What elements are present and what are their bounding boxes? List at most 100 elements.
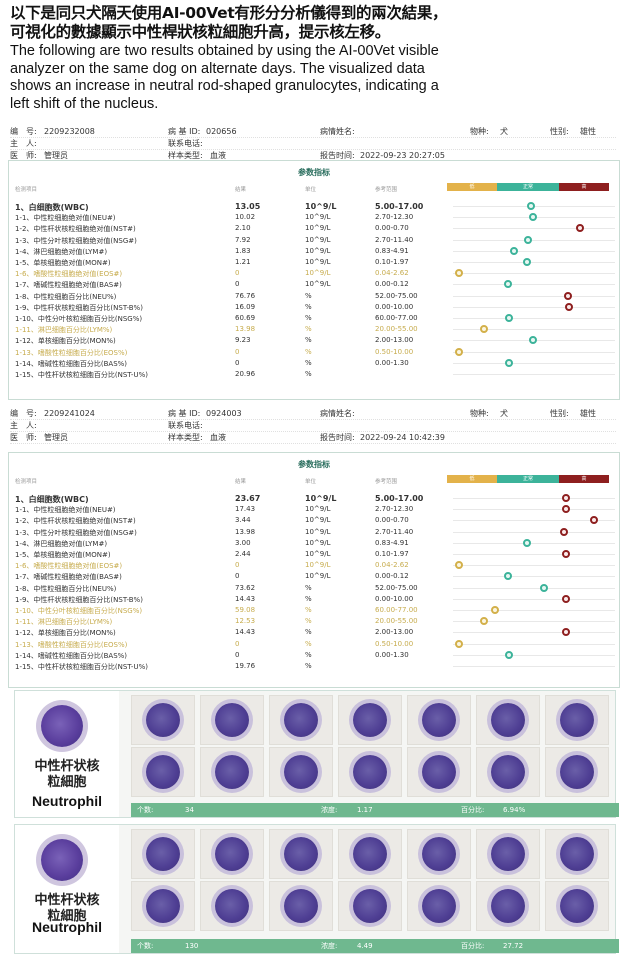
sample-label: 样本类型: — [168, 433, 203, 442]
count-label: 个数: — [137, 806, 154, 814]
row-result: 16.09 — [235, 302, 256, 311]
cell-image[interactable] — [407, 829, 471, 879]
cell-image[interactable] — [338, 881, 402, 931]
row-name: 1-12、单核细胞百分比(MON%) — [15, 629, 116, 638]
case-name-label: 病情姓名: — [320, 127, 355, 136]
table-row: 1-7、嗜碱性粒细胞绝对值(BAS#) 0 10^9/L 0.00-0.12 — [15, 571, 615, 582]
panel-title: 参数指标 — [298, 460, 330, 469]
cell-label-zh-2: 粒細胞 — [47, 909, 87, 924]
row-marker-high — [563, 291, 572, 300]
cell-image[interactable] — [200, 695, 264, 745]
cell-nucleus — [353, 889, 387, 923]
row-name: 1-6、嗜酸性粒细胞绝对值(EOS#) — [15, 270, 123, 279]
panel-title: 参数指标 — [298, 168, 330, 177]
cell-image[interactable] — [338, 747, 402, 797]
case-name-label: 病情姓名: — [320, 409, 355, 418]
count-label: 个数: — [137, 942, 154, 950]
cell-image[interactable] — [131, 829, 195, 879]
row-marker-low — [479, 325, 488, 334]
row-ref: 2.00-13.00 — [375, 628, 414, 637]
row-marker-normal — [522, 538, 531, 547]
sex: 雄性 — [580, 409, 596, 418]
row-result: 13.05 — [235, 202, 261, 211]
table-row: 1、白细胞数(WBC) 23.67 10^9/L 5.00-17.00 — [15, 493, 615, 504]
cell-image[interactable] — [269, 747, 333, 797]
row-marker-normal — [522, 258, 531, 266]
cell-stats-bar: 个数: 34 浓度: 1.17 百分比: 6.94% — [131, 803, 619, 817]
cell-image[interactable] — [131, 747, 195, 797]
row-marker-low — [454, 561, 463, 570]
row-result: 0 — [235, 358, 240, 367]
doctor: 管理员 — [44, 151, 68, 160]
cell-nucleus — [146, 703, 180, 737]
cell-nucleus — [284, 703, 318, 737]
caption-zh-line-1: 以下是同只犬隔天使用AI-00Vet有形分分析儀得到的兩次結果， — [10, 4, 448, 22]
row-scale-track — [453, 228, 615, 230]
sex-label: 性别: — [550, 127, 569, 136]
cell-image[interactable] — [476, 747, 540, 797]
sample-label: 样本类型: — [168, 151, 203, 160]
cell-image[interactable] — [269, 829, 333, 879]
row-marker-high — [562, 505, 571, 514]
species: 犬 — [500, 127, 508, 136]
row-marker-high — [565, 302, 574, 311]
cell-image[interactable] — [407, 695, 471, 745]
pct-label: 百分比: — [461, 942, 485, 950]
row-marker-normal — [503, 572, 512, 581]
doctor-label: 医 师: — [10, 151, 37, 160]
row-marker-high — [562, 550, 571, 558]
row-unit: % — [305, 594, 312, 603]
row-result: 59.08 — [235, 606, 256, 614]
cell-image[interactable] — [200, 747, 264, 797]
row-ref: 2.00-13.00 — [375, 336, 414, 345]
cell-image[interactable] — [338, 829, 402, 879]
cell-image[interactable] — [269, 881, 333, 931]
cell-concentration: 4.49 — [357, 942, 373, 950]
row-scale-track — [453, 351, 615, 353]
row-unit: 10^9/L — [305, 550, 331, 558]
cell-image[interactable] — [269, 695, 333, 745]
row-ref: 0.00-0.70 — [375, 516, 409, 525]
cell-image[interactable] — [200, 829, 264, 879]
table-row: 1-10、中性分叶核粒细胞百分比(NSG%) 60.69% 60.00-77.00 — [15, 313, 615, 324]
row-result: 0 — [235, 561, 240, 570]
row-scale-track — [453, 576, 615, 578]
cell-image[interactable] — [545, 881, 609, 931]
cell-image[interactable] — [200, 881, 264, 931]
table-row: 1-9、中性杆状核粒细胞百分比(NST-B%) 16.09% 0.00-10.00 — [15, 302, 615, 313]
cell-image[interactable] — [131, 695, 195, 745]
cell-image[interactable] — [407, 747, 471, 797]
row-marker-normal — [524, 235, 533, 244]
cell-image[interactable] — [407, 881, 471, 931]
cell-image-panel-1: 中性杆状核 粒細胞 Neutrophil 个数: 34 浓度: 1.17 百分比: 6.94% — [14, 690, 619, 818]
cell-image[interactable] — [545, 695, 609, 745]
cell-image[interactable] — [131, 881, 195, 931]
id-label: 编 号: — [10, 127, 37, 136]
cell-label-zh-1: 中性杆状核 — [34, 759, 100, 774]
scale-high: 高 — [559, 183, 609, 191]
col-unit: 单位 — [305, 479, 317, 485]
row-result: 12.53 — [235, 617, 256, 626]
col-ref: 参考范围 — [375, 479, 398, 485]
row-scale-track — [453, 632, 615, 634]
row-unit: 10^9/L — [305, 494, 337, 503]
cell-image[interactable] — [338, 695, 402, 745]
scale-normal: 正常 — [497, 183, 559, 191]
cell-image[interactable] — [476, 829, 540, 879]
table-row: 1、白细胞数(WBC) 13.05 10^9/L 5.00-17.00 — [15, 201, 615, 212]
results-panel: 参数指标 检测项目 结果 单位 参考范围 低正常高 1、白细胞数(WBC) 13.05 10^9… — [8, 160, 620, 400]
cell-label-en: Neutrophil — [32, 919, 102, 935]
table-row: 1-2、中性杆状核粒细胞绝对值(NST#) 2.10 10^9/L 0.00-0.70 — [15, 223, 615, 234]
row-result: 2.44 — [235, 550, 251, 558]
cell-image[interactable] — [545, 829, 609, 879]
row-scale-track — [453, 531, 615, 533]
cell-image[interactable] — [476, 695, 540, 745]
cell-image[interactable] — [476, 881, 540, 931]
cell-nucleus — [215, 755, 249, 789]
row-marker-normal — [509, 246, 518, 255]
cell-image[interactable] — [545, 747, 609, 797]
row-unit: 10^9/L — [305, 202, 337, 211]
row-unit: 10^9/L — [305, 269, 331, 278]
row-name: 1-3、中性分叶核粒细胞绝对值(NSG#) — [15, 528, 137, 537]
row-marker-high — [590, 516, 599, 525]
